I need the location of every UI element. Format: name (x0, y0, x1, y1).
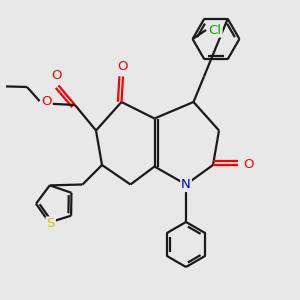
Text: O: O (244, 158, 254, 172)
Text: O: O (41, 94, 52, 108)
Text: N: N (181, 178, 191, 191)
Text: Cl: Cl (208, 23, 222, 37)
Text: O: O (118, 60, 128, 74)
Text: S: S (46, 218, 55, 230)
Text: O: O (52, 69, 62, 82)
